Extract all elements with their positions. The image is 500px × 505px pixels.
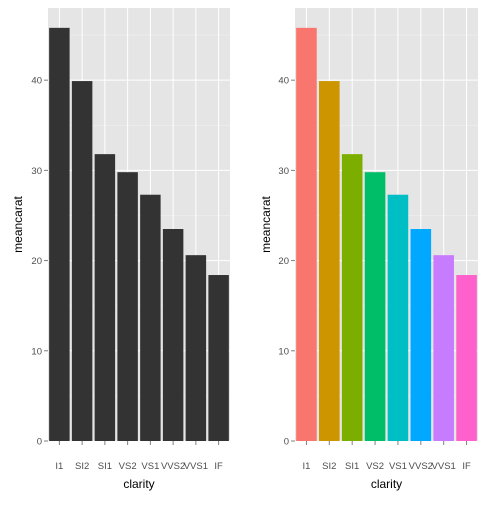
bar-si2	[71, 81, 93, 441]
x-tick-label: SI2	[322, 461, 336, 472]
y-tick-label: 0	[37, 437, 42, 448]
bar-si1	[94, 154, 116, 441]
x-tick-label: VS1	[389, 461, 407, 472]
x-tick-label: SI1	[345, 461, 359, 472]
y-tick-label: 10	[278, 346, 289, 357]
bar-if	[208, 275, 229, 441]
x-tick-label: I1	[55, 461, 63, 472]
x-tick-label: VVS1	[432, 461, 456, 472]
x-axis-title: clarity	[123, 477, 154, 491]
x-axis-title: clarity	[371, 477, 402, 491]
y-tick-label: 20	[31, 256, 42, 267]
y-tick-label: 30	[31, 166, 42, 177]
x-tick-label: VS2	[366, 461, 384, 472]
x-tick-label: VVS2	[161, 461, 185, 472]
bar-if	[456, 275, 477, 441]
x-tick-label: VS1	[141, 461, 159, 472]
bar-vvs1	[433, 255, 454, 441]
bar-vvs2	[410, 229, 432, 441]
x-tick-label: I1	[302, 461, 310, 472]
bar-i1	[49, 27, 70, 442]
y-axis-title: meancarat	[259, 195, 273, 252]
y-tick-label: 30	[278, 166, 289, 177]
y-tick-label: 20	[278, 256, 289, 267]
x-tick-label: IF	[214, 461, 223, 472]
bar-si2	[319, 81, 340, 441]
y-tick-label: 40	[278, 76, 289, 87]
bar-vs2	[117, 172, 138, 441]
bar-vs1	[387, 194, 409, 441]
x-tick-label: SI1	[98, 461, 112, 472]
bar-vs1	[140, 194, 161, 441]
y-tick-label: 0	[284, 437, 289, 448]
bar-vvs1	[185, 255, 207, 441]
bar-vs2	[364, 172, 386, 441]
bar-si1	[341, 154, 363, 441]
x-tick-label: VS2	[119, 461, 137, 472]
x-tick-label: SI2	[75, 461, 89, 472]
x-tick-label: IF	[462, 461, 471, 472]
bar-vvs2	[162, 229, 184, 441]
y-tick-label: 10	[31, 346, 42, 357]
bar-i1	[296, 27, 317, 442]
x-tick-label: VVS1	[184, 461, 208, 472]
y-axis-title: meancarat	[11, 195, 25, 252]
x-tick-label: VVS2	[409, 461, 433, 472]
y-tick-label: 40	[31, 76, 42, 87]
